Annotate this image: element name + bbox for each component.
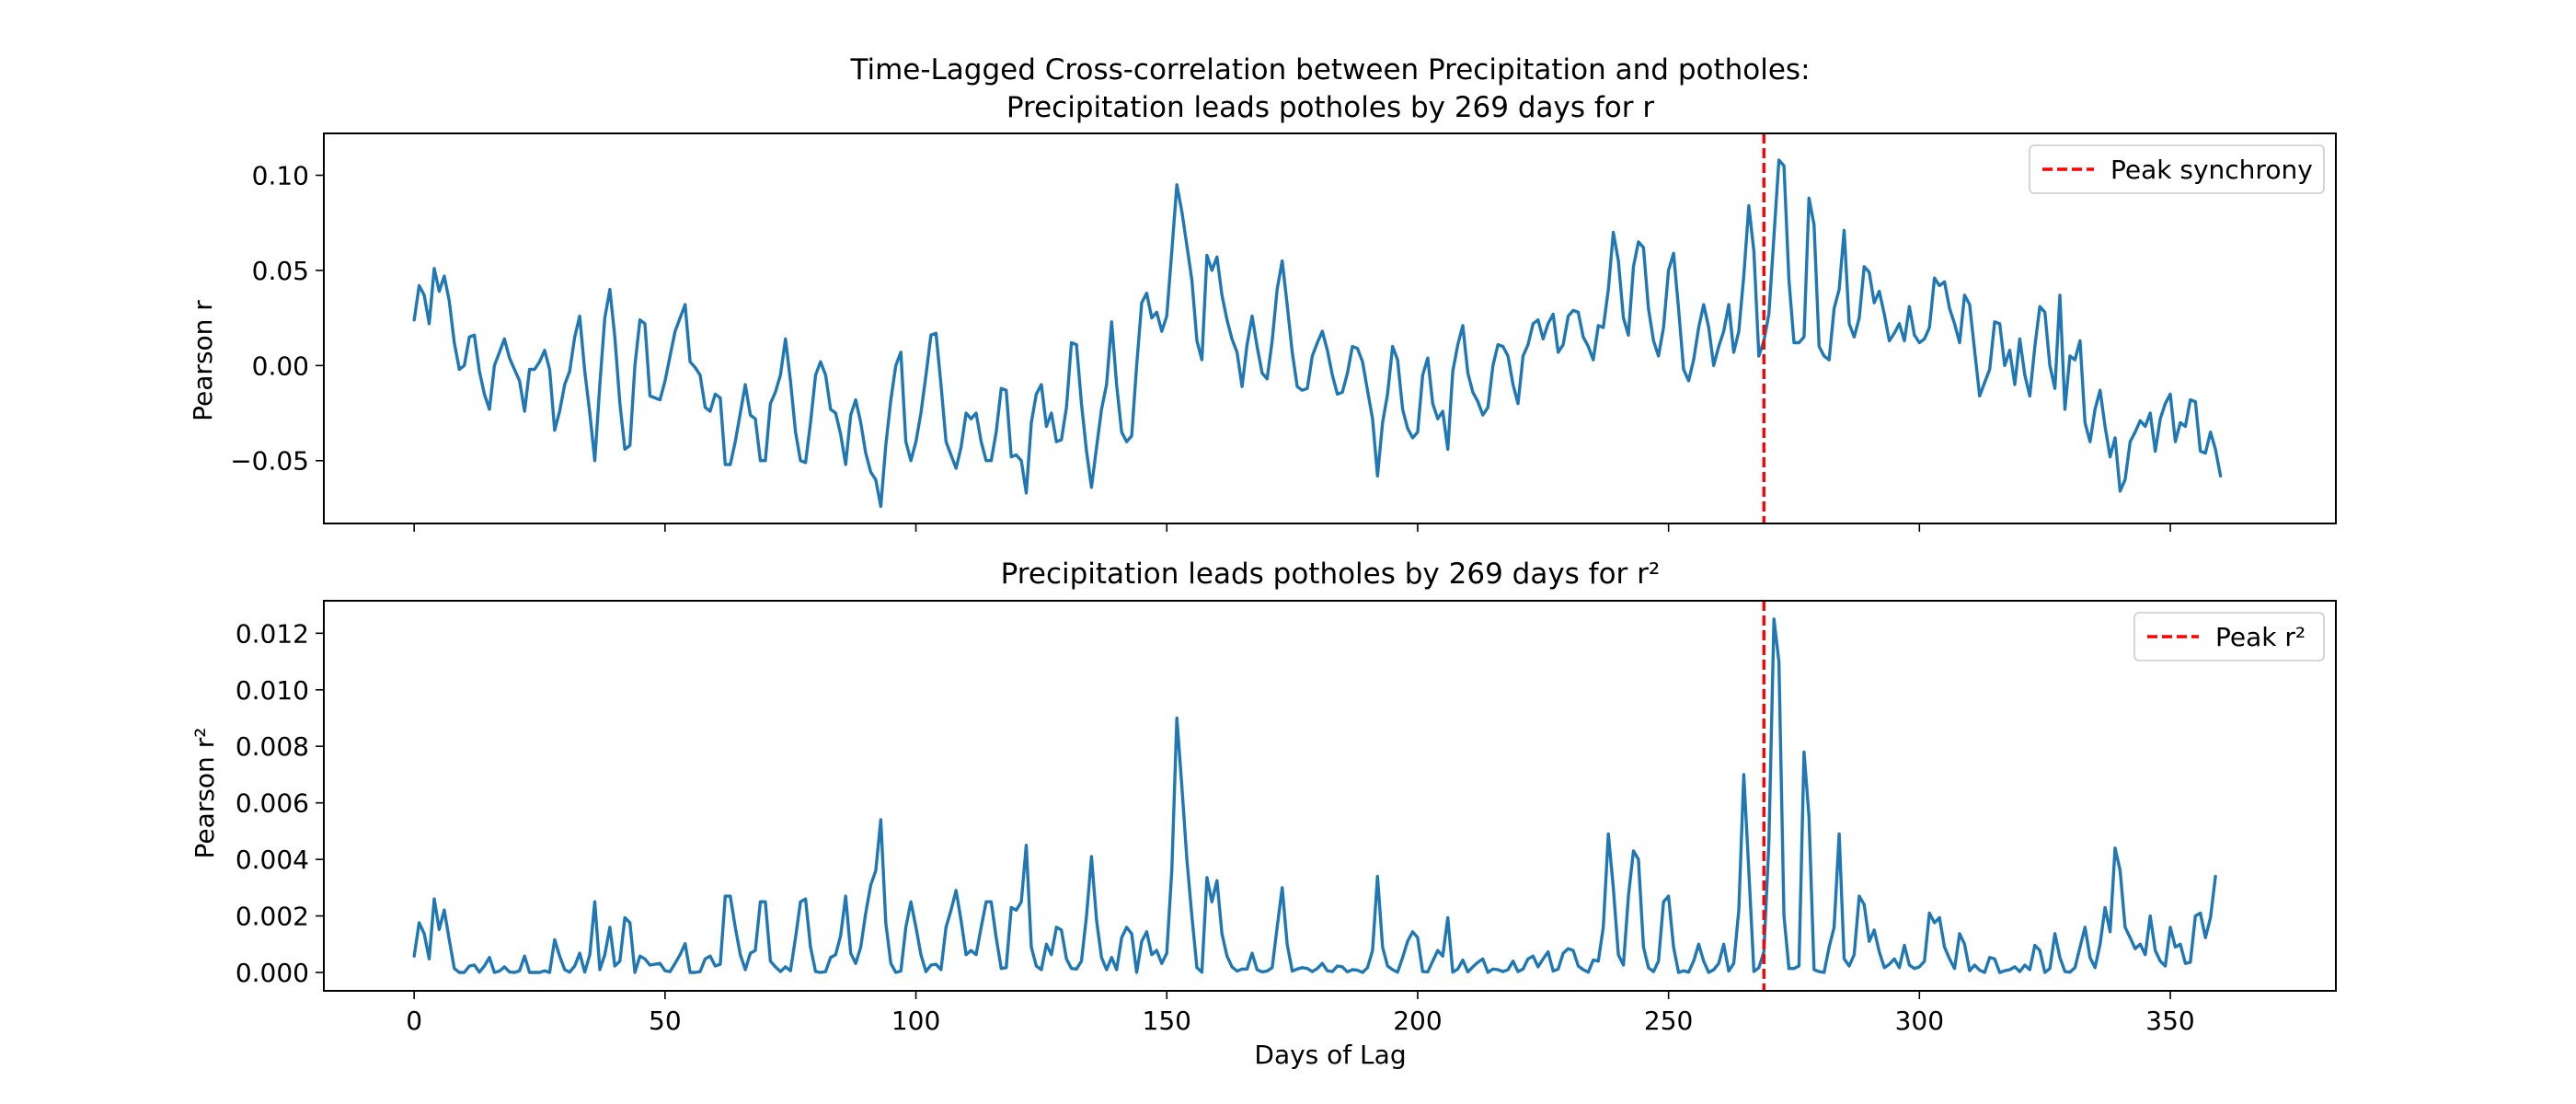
panel-r2-x-axis-label: Days of Lag bbox=[1254, 1040, 1406, 1070]
x-tick-label: 150 bbox=[1143, 1006, 1191, 1036]
x-tick-label: 0 bbox=[406, 1006, 422, 1036]
panel-r2-axes-frame bbox=[323, 600, 2337, 992]
y-tick-label: 0.05 bbox=[252, 256, 309, 286]
y-tick-label: 0.00 bbox=[252, 351, 309, 381]
panel-r2-legend-box bbox=[2133, 612, 2325, 661]
panel-r2-title: Precipitation leads potholes by 269 days… bbox=[1001, 558, 1661, 591]
x-tick-label: 200 bbox=[1393, 1006, 1442, 1036]
x-tick-label: 100 bbox=[891, 1006, 940, 1036]
panel-r: Time-Lagged Cross-correlation between Pr… bbox=[188, 53, 2337, 532]
y-tick-label: 0.000 bbox=[236, 958, 309, 988]
panel-r2-legend: Peak r² bbox=[2133, 612, 2325, 661]
panel-r2: Precipitation leads potholes by 269 days… bbox=[190, 558, 2337, 1070]
y-tick-label: 0.002 bbox=[236, 902, 309, 932]
panel-r-axes-frame bbox=[323, 132, 2337, 524]
panel-r-x-ticks bbox=[413, 523, 2171, 532]
panel-r-title-line1: Time-Lagged Cross-correlation between Pr… bbox=[849, 53, 1810, 86]
panel-r2-y-axis-label: Pearson r² bbox=[190, 728, 220, 859]
panel-r-legend-box bbox=[2029, 144, 2325, 194]
panel-r-series-line bbox=[412, 158, 2223, 509]
panel-r-y-axis-label: Pearson r bbox=[188, 300, 218, 421]
x-tick-label: 50 bbox=[649, 1006, 682, 1036]
panel-r-legend-label: Peak synchrony bbox=[2110, 155, 2313, 185]
panel-r2-y-ticks: 0.000 0.002 0.004 0.006 0.008 0.010 0.012 bbox=[236, 618, 324, 988]
panel-r2-series-line bbox=[412, 617, 2217, 974]
panel-r2-legend-label: Peak r² bbox=[2215, 622, 2306, 652]
y-tick-label: 0.010 bbox=[236, 675, 309, 706]
panel-r-title-line2: Precipitation leads potholes by 269 days… bbox=[1006, 91, 1654, 124]
y-tick-label: 0.008 bbox=[236, 731, 309, 762]
panel-r-legend: Peak synchrony bbox=[2029, 144, 2325, 194]
y-tick-label: 0.006 bbox=[236, 788, 309, 819]
x-tick-label: 250 bbox=[1644, 1006, 1693, 1036]
panel-r-y-ticks: −0.05 0.00 0.05 0.10 bbox=[230, 161, 324, 477]
x-tick-label: 350 bbox=[2145, 1006, 2194, 1036]
panel-r2-x-ticks: 0 50 100 150 200 250 300 350 bbox=[406, 991, 2195, 1036]
x-tick-label: 300 bbox=[1895, 1006, 1944, 1036]
y-tick-label: 0.004 bbox=[236, 845, 309, 875]
y-tick-label: 0.10 bbox=[252, 161, 309, 191]
y-tick-label: 0.012 bbox=[236, 618, 309, 649]
y-tick-label: −0.05 bbox=[230, 446, 309, 477]
